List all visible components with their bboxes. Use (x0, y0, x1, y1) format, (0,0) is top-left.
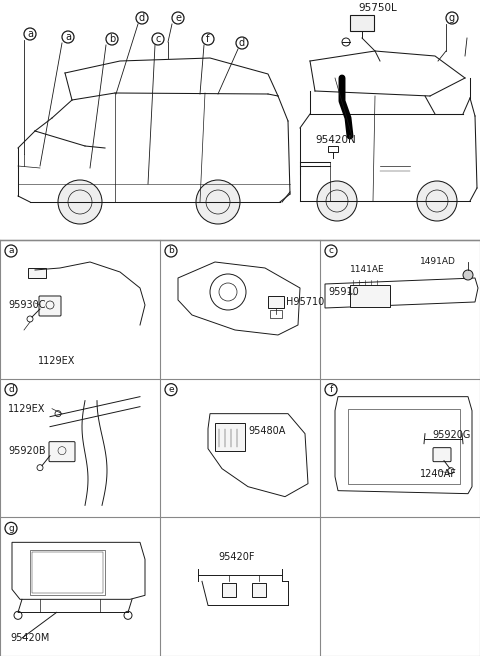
Circle shape (152, 33, 164, 45)
Circle shape (325, 245, 337, 257)
Text: c: c (328, 247, 334, 255)
Circle shape (5, 384, 17, 396)
Text: d: d (239, 38, 245, 48)
Text: e: e (168, 385, 174, 394)
Text: 95420N: 95420N (315, 135, 356, 145)
Circle shape (172, 12, 184, 24)
Text: a: a (27, 29, 33, 39)
FancyBboxPatch shape (215, 422, 245, 451)
Text: 1129EX: 1129EX (38, 356, 75, 365)
Circle shape (202, 33, 214, 45)
Circle shape (136, 12, 148, 24)
Text: 95420F: 95420F (218, 552, 254, 562)
Text: 1129EX: 1129EX (8, 403, 46, 414)
FancyBboxPatch shape (350, 285, 390, 307)
Text: 1141AE: 1141AE (350, 266, 384, 274)
Text: f: f (329, 385, 333, 394)
Circle shape (446, 12, 458, 24)
Text: 95750L: 95750L (358, 3, 397, 13)
Text: c: c (156, 34, 161, 44)
Text: e: e (175, 13, 181, 23)
Circle shape (417, 181, 457, 221)
FancyBboxPatch shape (433, 447, 451, 462)
Text: 95930C: 95930C (8, 300, 46, 310)
Text: f: f (206, 34, 210, 44)
Text: b: b (168, 247, 174, 255)
Text: H95710: H95710 (286, 297, 324, 307)
FancyBboxPatch shape (268, 296, 284, 308)
Circle shape (325, 384, 337, 396)
Circle shape (58, 180, 102, 224)
Circle shape (62, 31, 74, 43)
FancyBboxPatch shape (39, 296, 61, 316)
Text: 1491AD: 1491AD (420, 258, 456, 266)
FancyBboxPatch shape (28, 268, 46, 278)
Text: 95420M: 95420M (10, 633, 49, 643)
FancyBboxPatch shape (270, 310, 282, 318)
FancyBboxPatch shape (350, 15, 374, 31)
Circle shape (196, 180, 240, 224)
Circle shape (165, 245, 177, 257)
Text: g: g (449, 13, 455, 23)
Circle shape (5, 245, 17, 257)
Text: 95920G: 95920G (432, 430, 470, 440)
Circle shape (463, 270, 473, 280)
Circle shape (24, 28, 36, 40)
Circle shape (165, 384, 177, 396)
Text: 95480A: 95480A (248, 426, 286, 436)
Text: 95910: 95910 (328, 287, 359, 297)
Text: d: d (139, 13, 145, 23)
Circle shape (106, 33, 118, 45)
FancyBboxPatch shape (328, 146, 338, 152)
Text: b: b (109, 34, 115, 44)
Circle shape (5, 522, 17, 535)
FancyBboxPatch shape (49, 441, 75, 462)
Text: g: g (8, 524, 14, 533)
FancyBboxPatch shape (252, 583, 266, 598)
Text: 1240AF: 1240AF (420, 468, 457, 479)
Text: d: d (8, 385, 14, 394)
Circle shape (317, 181, 357, 221)
Text: a: a (65, 32, 71, 42)
Circle shape (236, 37, 248, 49)
Text: a: a (8, 247, 14, 255)
FancyBboxPatch shape (222, 583, 236, 598)
Text: 95920B: 95920B (8, 445, 46, 456)
